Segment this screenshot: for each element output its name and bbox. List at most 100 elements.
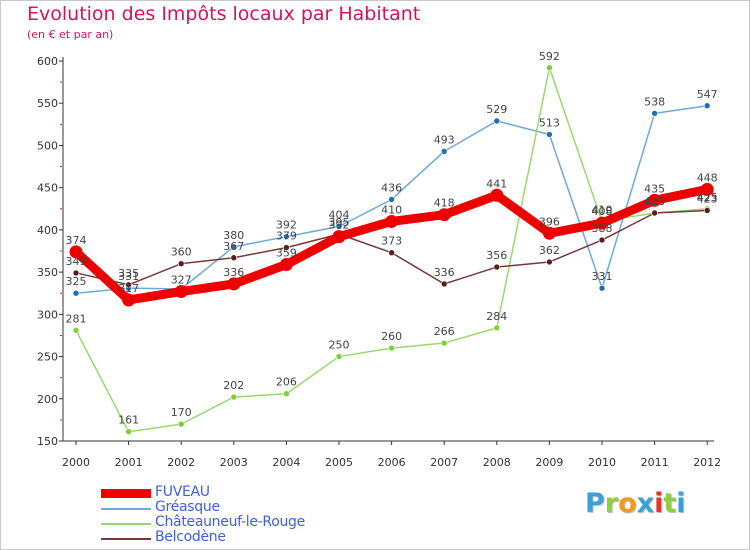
data-label: 317 <box>118 282 139 295</box>
data-label: 367 <box>223 240 244 253</box>
data-point <box>385 214 399 228</box>
data-point <box>69 245 83 259</box>
x-tick-label: 2009 <box>535 456 563 469</box>
data-point <box>651 209 658 217</box>
data-point <box>388 196 395 203</box>
data-point <box>335 353 343 360</box>
legend-label: Belcodène <box>155 529 226 545</box>
data-label: 592 <box>539 50 560 63</box>
data-label: 420 <box>644 195 665 208</box>
data-point <box>230 243 238 251</box>
data-point <box>230 393 238 401</box>
data-label: 356 <box>486 249 507 262</box>
logo-letter: o <box>618 488 637 519</box>
data-point <box>388 344 395 352</box>
data-label: 260 <box>381 330 402 343</box>
data-label: 281 <box>66 312 87 325</box>
x-tick-label: 2002 <box>167 456 195 469</box>
data-label: 359 <box>276 247 297 260</box>
data-label: 418 <box>434 197 455 210</box>
data-point <box>72 327 80 334</box>
data-label: 250 <box>329 339 350 352</box>
y-tick-label: 600 <box>37 55 58 68</box>
chart-subtitle: (en € et par an) <box>27 28 114 41</box>
y-tick-label: 550 <box>37 97 58 110</box>
data-point <box>595 216 609 230</box>
x-tick-label: 2004 <box>272 456 300 469</box>
data-point <box>227 277 241 291</box>
data-label: 513 <box>539 116 560 129</box>
series-greasque <box>72 102 711 297</box>
x-tick-label: 2000 <box>62 456 90 469</box>
data-label: 410 <box>381 203 402 216</box>
data-label: 362 <box>539 244 560 257</box>
data-label: 408 <box>592 205 613 218</box>
logo-letter: P <box>585 488 605 519</box>
data-point <box>283 244 290 251</box>
x-tick-label: 2006 <box>378 456 406 469</box>
data-label: 336 <box>434 266 455 279</box>
data-point <box>440 280 448 288</box>
logo-letter: t <box>663 488 677 519</box>
data-point <box>440 339 448 347</box>
data-point <box>174 285 188 299</box>
logo-letter: i <box>654 488 664 519</box>
data-label: 380 <box>223 229 244 242</box>
data-point <box>440 148 448 155</box>
data-label: 435 <box>644 182 665 195</box>
y-tick-label: 250 <box>37 351 58 364</box>
y-tick-label: 350 <box>37 266 58 279</box>
data-point <box>493 117 501 125</box>
data-point <box>493 263 501 271</box>
data-point <box>700 182 714 196</box>
data-label: 373 <box>381 235 402 248</box>
legend-label: FUVEAU <box>155 484 210 500</box>
chart-title: Evolution des Impôts locaux par Habitant <box>27 3 421 25</box>
data-point <box>125 281 132 289</box>
x-tick-label: 2010 <box>588 456 616 469</box>
data-label: 404 <box>329 209 350 222</box>
data-label: 423 <box>697 192 718 205</box>
data-point <box>279 258 293 272</box>
data-label: 538 <box>644 95 665 108</box>
data-label: 284 <box>486 310 507 323</box>
data-point <box>437 208 451 222</box>
series-fuveau <box>69 182 714 307</box>
x-tick-label: 2001 <box>115 456 143 469</box>
data-point <box>335 223 343 230</box>
data-label: 360 <box>171 246 192 259</box>
legend-label: Gréasque <box>155 499 220 515</box>
data-label: 410 <box>592 203 613 216</box>
x-tick-label: 2007 <box>430 456 458 469</box>
y-tick-label: 500 <box>37 139 58 152</box>
data-point <box>598 284 606 292</box>
x-tick-label: 2008 <box>483 456 511 469</box>
legend-swatch <box>101 538 151 540</box>
data-label: 396 <box>539 215 560 228</box>
data-label: 336 <box>223 266 244 279</box>
x-tick-label: 2003 <box>220 456 248 469</box>
y-tick-label: 200 <box>37 393 58 406</box>
legend-swatch <box>101 523 151 525</box>
x-tick-label: 2005 <box>325 456 353 469</box>
data-point <box>283 233 290 240</box>
y-tick-label: 450 <box>37 182 58 195</box>
data-label: 395 <box>329 216 350 229</box>
data-point <box>546 64 553 72</box>
data-label: 529 <box>486 103 507 116</box>
data-point <box>283 390 290 398</box>
data-label: 392 <box>276 219 297 232</box>
data-point <box>648 193 662 207</box>
y-tick-label: 300 <box>37 308 58 321</box>
data-point <box>546 131 553 138</box>
data-point <box>332 230 346 244</box>
data-label: 161 <box>118 414 139 427</box>
data-label: 335 <box>118 267 139 280</box>
logo-letter: r <box>604 488 619 519</box>
logo-letter: x <box>636 488 655 519</box>
proxiti-logo: Proxiti <box>585 488 686 519</box>
data-label: 420 <box>644 195 665 208</box>
data-point <box>703 102 711 110</box>
data-point <box>177 420 185 428</box>
